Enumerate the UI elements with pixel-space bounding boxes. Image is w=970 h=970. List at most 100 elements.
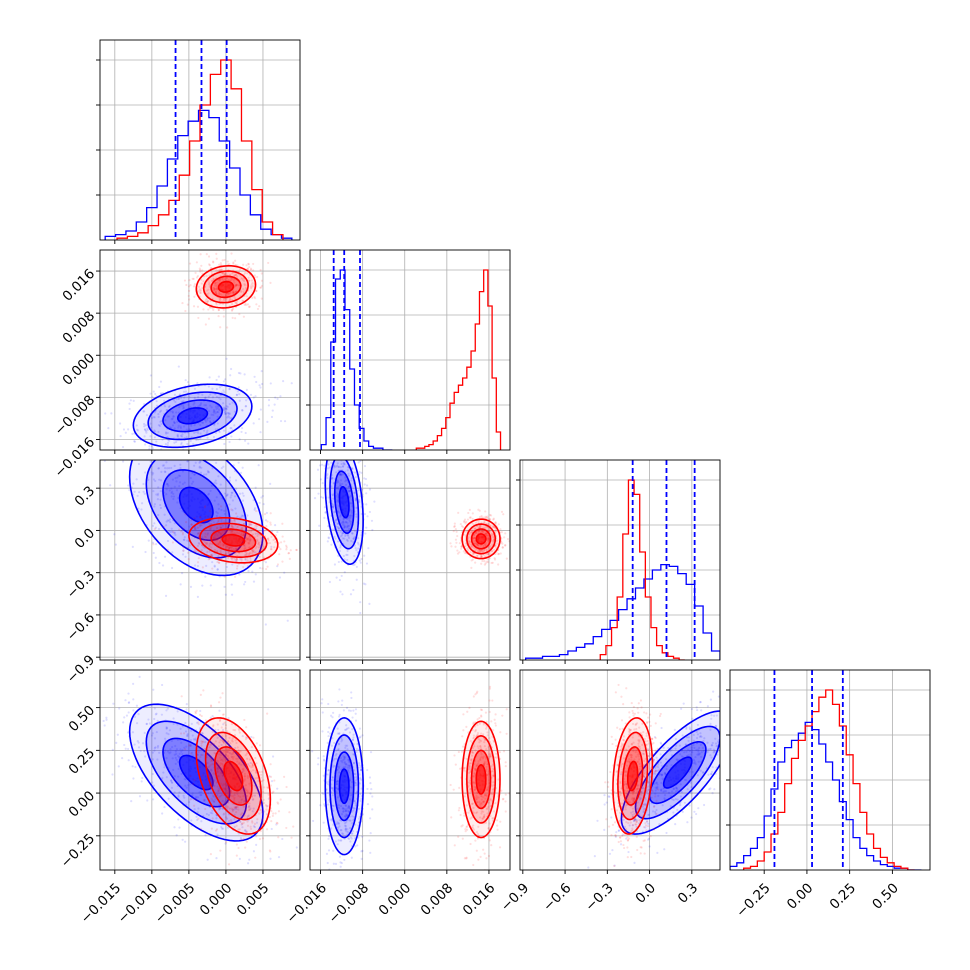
sample-point (172, 399, 176, 402)
sample-point (241, 278, 244, 282)
sample-point (250, 735, 253, 739)
sample-point (230, 426, 233, 430)
sample-point (228, 416, 231, 419)
sample-point (208, 545, 211, 548)
sample-point (366, 803, 370, 806)
sample-point (305, 847, 307, 849)
sample-point (497, 523, 500, 526)
sample-point (110, 446, 112, 448)
sample-point (229, 291, 232, 295)
sample-point (358, 727, 362, 730)
sample-point (242, 522, 245, 526)
sample-point (354, 712, 357, 715)
sample-point (460, 547, 463, 550)
sample-point (223, 298, 226, 301)
sample-point (208, 550, 211, 553)
sample-point (334, 519, 337, 522)
sample-point (162, 457, 164, 459)
sample-point (199, 403, 202, 406)
sample-point (270, 535, 273, 539)
sample-point (342, 709, 345, 712)
sample-point (278, 576, 282, 579)
sample-point (252, 736, 255, 739)
sample-point (360, 857, 363, 860)
sample-point (234, 507, 237, 510)
sample-point (255, 303, 258, 306)
sample-point (153, 527, 156, 531)
sample-point (228, 546, 231, 549)
sample-point (327, 536, 330, 539)
sample-point (282, 380, 285, 383)
sample-point (160, 422, 163, 426)
sample-point (143, 428, 147, 431)
sample-point (353, 536, 356, 539)
sample-point (185, 436, 188, 439)
sample-point (255, 843, 258, 847)
sample-point (326, 741, 329, 744)
sample-point (131, 432, 134, 436)
sample-point (202, 421, 205, 424)
sample-point (319, 804, 322, 807)
sample-point (223, 512, 226, 516)
sample-point (157, 486, 160, 489)
sample-point (248, 305, 251, 308)
sample-point (154, 543, 158, 546)
sample-point (461, 735, 464, 738)
sample-point (337, 486, 340, 489)
sample-point (240, 514, 243, 517)
sample-point (181, 553, 185, 556)
sample-point (144, 457, 146, 459)
sample-point (353, 492, 356, 495)
sample-point (105, 716, 108, 719)
sample-point (259, 566, 262, 570)
sample-point (259, 431, 262, 434)
sample-point (233, 495, 237, 498)
sample-point (132, 709, 135, 712)
sample-point (124, 431, 127, 434)
sample-point (331, 528, 334, 531)
sample-point (244, 431, 247, 435)
sample-point (145, 431, 148, 434)
sample-point (209, 489, 212, 492)
sample-point (144, 429, 148, 433)
sample-point (248, 539, 252, 542)
sample-point (218, 279, 221, 283)
sample-point (200, 278, 203, 281)
sample-point (180, 443, 183, 446)
sample-point (339, 474, 342, 477)
sample-point (352, 588, 355, 592)
sample-point (249, 267, 253, 270)
sample-point (223, 406, 226, 409)
sample-point (169, 520, 172, 524)
sample-point (249, 559, 252, 562)
sample-point (250, 286, 253, 289)
sample-point (160, 419, 163, 423)
sample-point (154, 556, 157, 559)
sample-point (215, 269, 218, 272)
sample-point (203, 535, 206, 538)
sample-point (195, 276, 199, 279)
sample-point (207, 308, 210, 311)
sample-point (233, 274, 236, 277)
sample-point (81, 435, 83, 437)
sample-point (214, 405, 218, 408)
sample-point (212, 261, 215, 264)
sample-point (174, 533, 177, 536)
sample-point (254, 527, 258, 530)
sample-point (219, 269, 222, 272)
sample-point (161, 438, 164, 441)
sample-point (103, 724, 106, 727)
sample-point (454, 545, 457, 548)
sample-point (235, 290, 238, 293)
sample-point (331, 421, 333, 423)
sample-point (253, 507, 257, 510)
sample-point (198, 466, 201, 469)
sample-point (184, 390, 188, 393)
sample-point (350, 691, 353, 694)
sample-point (138, 675, 141, 679)
sample-point (144, 424, 147, 427)
sample-point (135, 424, 138, 427)
sample-point (222, 315, 225, 318)
sample-point (230, 494, 233, 497)
sample-point (196, 456, 198, 458)
